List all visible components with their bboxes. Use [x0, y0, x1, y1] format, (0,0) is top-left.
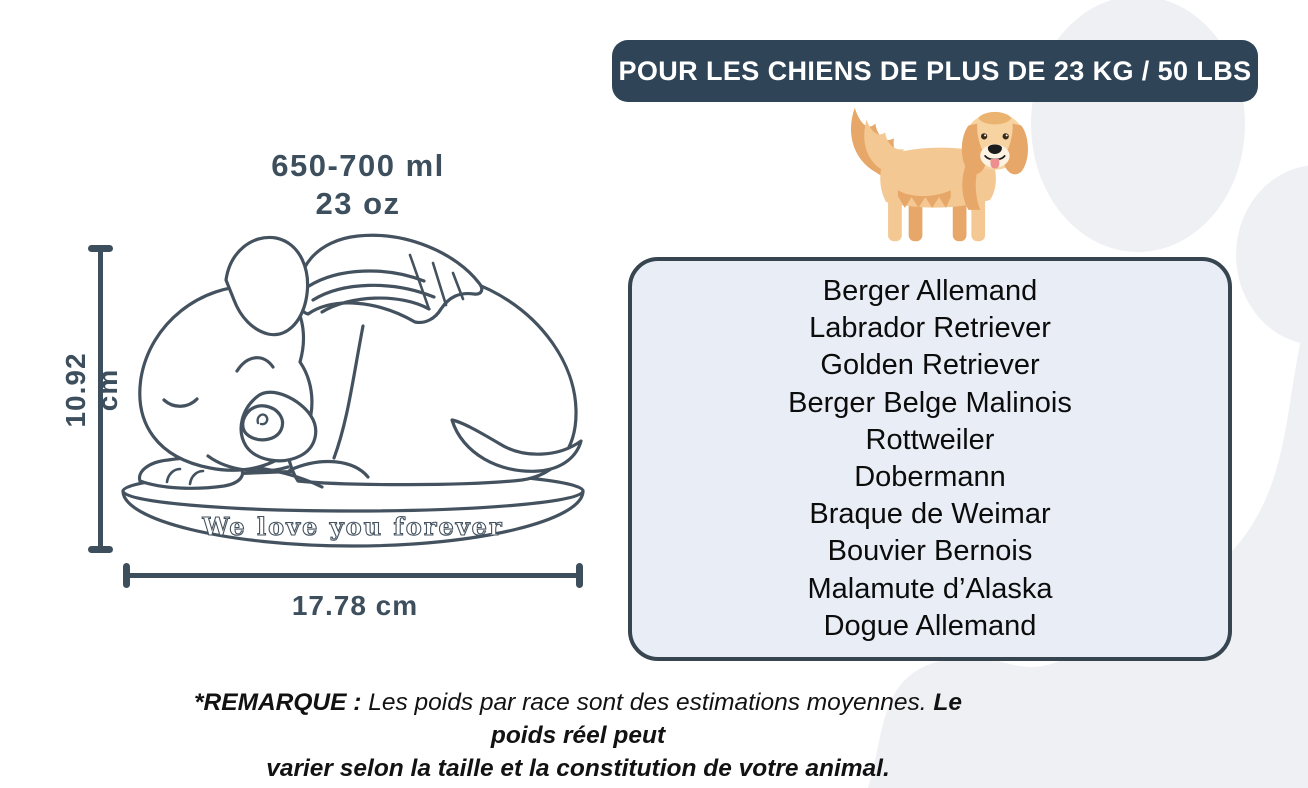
- remark-bold-text-1: Le poids réel peut: [490, 689, 962, 749]
- breed-item: Bouvier Bernois: [827, 535, 1033, 568]
- weight-category-banner: POUR LES CHIENS DE PLUS DE 23 KG / 50 LB…: [612, 40, 1258, 102]
- capacity-oz: 23 oz: [315, 186, 401, 221]
- remark-bold-text-2: varier selon la taille et la constitutio…: [266, 755, 890, 782]
- capacity-ml: 650-700 ml: [271, 148, 445, 183]
- breed-list-box: Berger Allemand Labrador Retriever Golde…: [628, 257, 1232, 661]
- breed-item: Rottweiler: [865, 423, 995, 456]
- breed-item: Labrador Retriever: [809, 312, 1051, 345]
- weight-category-label: POUR LES CHIENS DE PLUS DE 23 KG / 50 LB…: [618, 55, 1252, 86]
- width-dimension-cap-right: [576, 563, 583, 588]
- height-dimension-cap-top: [88, 245, 113, 252]
- breed-item: Braque de Weimar: [809, 498, 1051, 531]
- remark-prefix: *REMARQUE :: [194, 689, 362, 716]
- height-dimension-label: 10.92 cm: [60, 352, 123, 428]
- width-dimension-label: 17.78 cm: [291, 590, 419, 621]
- remark-line-1: *REMARQUE : Les poids par race sont des …: [168, 686, 988, 752]
- breed-item: Berger Allemand: [822, 274, 1038, 307]
- height-dimension-cap-bottom: [88, 546, 113, 553]
- breed-item: Malamute d’Alaska: [807, 572, 1053, 605]
- golden-retriever-icon: [850, 107, 1028, 242]
- capacity-label: 650-700 ml 23 oz: [218, 148, 498, 222]
- height-dimension-line: [98, 248, 103, 550]
- remark-note: *REMARQUE : Les poids par race sont des …: [168, 686, 988, 785]
- width-dimension-line: [126, 573, 580, 578]
- width-dimension-cap-left: [123, 563, 130, 588]
- remark-regular-text: Les poids par race sont des estimations …: [368, 689, 927, 716]
- breed-item: Golden Retriever: [820, 349, 1040, 382]
- remark-line-2: varier selon la taille et la constitutio…: [168, 752, 988, 785]
- breed-item: Dogue Allemand: [823, 609, 1037, 642]
- breed-item: Dobermann: [854, 461, 1006, 493]
- urn-engraving-text: We love you forever: [201, 512, 503, 541]
- angel-dog-urn-drawing: We love you forever: [121, 233, 585, 548]
- breed-item: Berger Belge Malinois: [788, 386, 1072, 419]
